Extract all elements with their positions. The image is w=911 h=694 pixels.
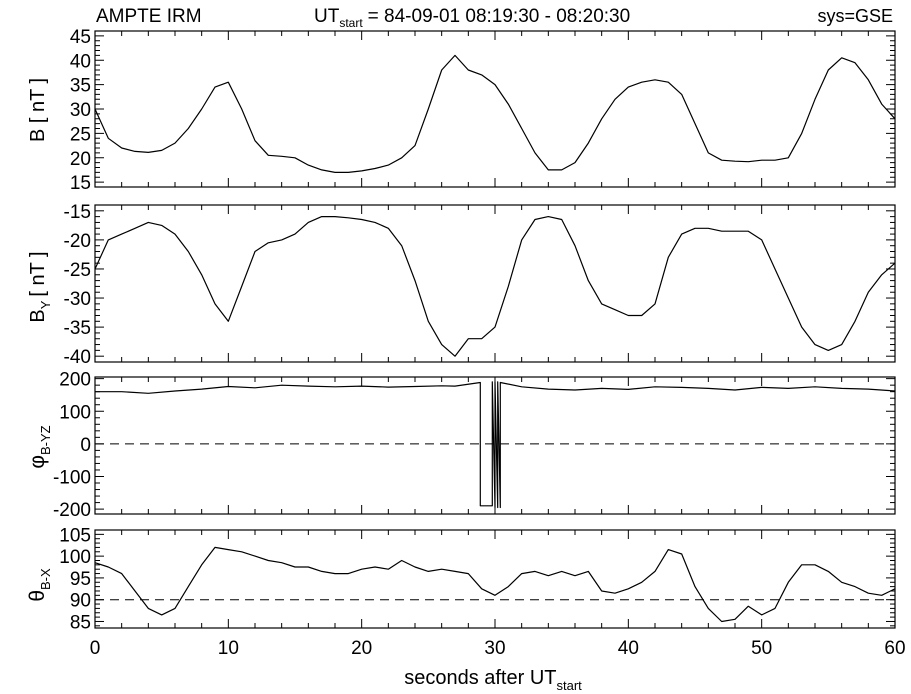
xlabel-main: seconds after UT [404, 667, 556, 689]
panel-frame [94, 30, 896, 188]
y-tick-label: -35 [64, 318, 91, 339]
y-tick-label: -40 [64, 347, 91, 368]
ylabel-theta-sub: B-X [38, 568, 53, 590]
panel-b-magnitude: 15 20 25 30 35 40 45 [70, 27, 896, 194]
y-tick-label: -200 [53, 500, 91, 521]
xlabel-sub: start [557, 678, 583, 693]
ylabel-theta-main: θ [26, 590, 49, 602]
y-tick-label: 35 [70, 76, 91, 97]
x-tick-label: 50 [751, 638, 772, 659]
y-tick-label: -100 [53, 467, 91, 488]
ylabel-by-main: B [27, 309, 49, 322]
ylabel-by-unit: [ nT ] [27, 251, 49, 296]
y-tick-label: 200 [59, 370, 91, 391]
series-line [94, 546, 896, 623]
y-tick-label: -20 [64, 231, 91, 252]
x-tick-label: 20 [351, 638, 372, 659]
time-range-title: UTstart = 84-09-01 08:19:30 - 08:20:30 [314, 6, 630, 30]
y-tick-label: 30 [70, 100, 91, 121]
ylabel-phi-sub: B-YZ [38, 425, 53, 455]
y-tick-label: 25 [70, 124, 91, 145]
ylabel-b: B [ nT ] [27, 78, 49, 142]
ylabel-by: BY [ nT ] [27, 251, 53, 322]
instrument-title: AMPTE IRM [96, 6, 202, 27]
ut-subscript: start [339, 16, 363, 30]
y-tick-label: -25 [64, 260, 91, 281]
y-tick-label: -15 [64, 202, 91, 223]
time-range-text: = 84-09-01 08:19:30 - 08:20:30 [368, 6, 631, 27]
y-tick-label: -30 [64, 289, 91, 310]
y-tick-label: 90 [70, 591, 91, 612]
series-line [94, 216, 896, 357]
x-tick-label: 0 [90, 638, 101, 659]
y-tick-label: 15 [70, 173, 91, 194]
y-tick-label: 45 [70, 27, 91, 48]
coordinate-system-label: sys=GSE [817, 6, 893, 26]
ylabel-phi: φB-YZ [26, 425, 53, 468]
x-tick-label: 60 [884, 638, 905, 659]
ylabel-theta: θB-X [26, 568, 53, 602]
y-tick-label: 95 [70, 569, 91, 590]
y-tick-label: 0 [80, 435, 91, 456]
ut-prefix: UT [314, 6, 340, 27]
y-tick-label: 100 [59, 547, 91, 568]
ylabel-by-sub: Y [38, 300, 53, 309]
x-tick-label: 40 [618, 638, 639, 659]
y-tick-label: 20 [70, 149, 91, 170]
ylabel-phi-main: φ [26, 455, 49, 469]
panel-frame [94, 204, 896, 363]
y-tick-label: 40 [70, 51, 91, 72]
panel-by-component: -15 -20 -25 -30 -35 -40 [64, 202, 896, 368]
series-line [94, 54, 896, 173]
y-tick-label: 105 [59, 525, 91, 546]
x-tick-label: 30 [484, 638, 505, 659]
panel-frame [94, 529, 896, 629]
y-tick-label: 100 [59, 402, 91, 423]
y-tick-label: 85 [70, 612, 91, 633]
x-tick-label: 10 [218, 638, 239, 659]
series-line [95, 381, 896, 509]
xlabel: seconds after UTstart [404, 667, 582, 693]
panel-phi-byz: 200 100 0 -100 -200 [53, 370, 896, 521]
